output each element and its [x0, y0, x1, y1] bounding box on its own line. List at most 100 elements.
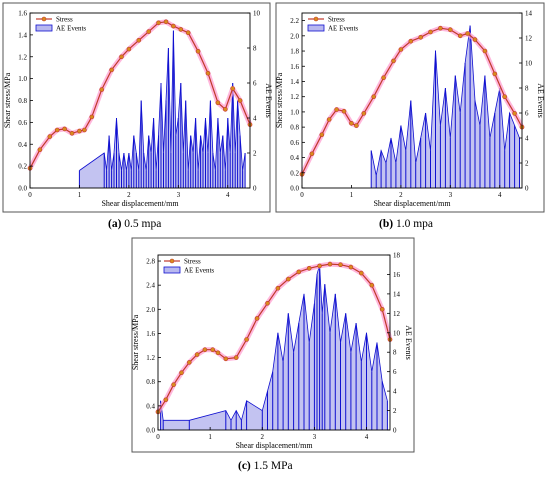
- caption-b-letter: (b): [379, 218, 394, 230]
- stress-point: [171, 23, 176, 29]
- stress-point: [296, 269, 302, 275]
- legend-ae-swatch: [35, 24, 53, 32]
- stress-point: [398, 47, 404, 52]
- plot-area-border: [157, 254, 391, 431]
- stress-point: [223, 107, 228, 112]
- y-left-tick-label: 0.6: [18, 119, 27, 127]
- stress-point: [457, 33, 463, 39]
- y-left-tick-label: 1.2: [18, 53, 27, 61]
- y-left-tick-label: 0.2: [18, 163, 27, 171]
- legend-ae-label: AE Events: [56, 25, 86, 33]
- y-left-tick-label: 2.4: [146, 282, 155, 290]
- x-tick-label: 4: [226, 191, 230, 199]
- x-tick-label: 1: [208, 433, 212, 441]
- x-tick-label: 1: [78, 191, 82, 199]
- stress-point: [354, 123, 359, 128]
- stress-point: [512, 111, 517, 116]
- stress-point: [37, 147, 43, 152]
- stress-point: [319, 132, 325, 137]
- stress-point: [327, 261, 333, 267]
- y-left-tick-label: 1.4: [290, 78, 299, 86]
- stress-point: [230, 86, 235, 91]
- stress-point: [179, 370, 184, 376]
- y-right-tick-label: 10: [525, 60, 533, 68]
- stress-point: [77, 128, 82, 134]
- stress-point: [379, 306, 385, 312]
- stress-point: [418, 34, 424, 40]
- chart-b: 0 1 2 3 40.00.20.40.60.81.01.21.41.61.82.02.…: [275, 2, 545, 213]
- legend-stress-marker: [313, 16, 319, 22]
- stress-point: [254, 316, 260, 321]
- y-left-tick-label: 1.6: [18, 10, 27, 18]
- stress-point: [185, 30, 191, 36]
- ae-events-area: [160, 264, 388, 430]
- legend-ae-swatch: [163, 266, 181, 274]
- stress-point: [205, 70, 211, 76]
- stress-point: [171, 382, 176, 388]
- legend-ae-label: AE Events: [184, 267, 214, 275]
- y-right-tick-label: 10: [253, 10, 261, 18]
- stress-point: [428, 29, 433, 35]
- y-right-tick-label: 6: [525, 110, 529, 118]
- caption-b: (b) 1.0 mpa: [379, 218, 433, 230]
- y-right-axis-label: AE Events: [536, 83, 545, 117]
- y-right-tick-label: 18: [393, 252, 401, 260]
- y-left-tick-label: 0.2: [290, 169, 299, 177]
- legend-stress-label: Stress: [328, 16, 345, 24]
- y-left-tick-label: 2.2: [290, 17, 299, 25]
- legend-ae-swatch: [307, 24, 325, 32]
- stress-point: [146, 29, 151, 34]
- stress-point: [369, 282, 375, 288]
- y-left-tick-label: 0.0: [290, 185, 299, 193]
- stress-point: [361, 111, 367, 116]
- y-left-tick-label: 0.4: [18, 141, 27, 149]
- stress-point: [492, 71, 498, 77]
- stress-point: [195, 48, 201, 54]
- y-left-tick-label: 1.4: [18, 31, 27, 39]
- stress-point: [215, 100, 221, 105]
- stress-point: [348, 264, 354, 270]
- stress-point: [381, 75, 386, 80]
- y-right-tick-label: 14: [525, 10, 533, 18]
- y-right-tick-label: 10: [393, 329, 401, 337]
- stress-point: [244, 337, 249, 342]
- stress-point: [210, 347, 215, 353]
- y-left-tick-label: 2.0: [146, 306, 155, 314]
- stress-point: [338, 262, 343, 268]
- y-right-tick-label: 6: [253, 80, 257, 88]
- y-right-tick-label: 0: [525, 185, 529, 193]
- y-right-tick-label: 8: [393, 349, 397, 357]
- x-tick-label: 2: [399, 191, 403, 199]
- y-left-axis-label: Shear stress/MPa: [275, 72, 284, 128]
- plot-area-border: [301, 12, 523, 189]
- ae-events-line: [370, 25, 520, 176]
- ae-events-line: [79, 30, 246, 171]
- y-right-axis-label: AE Events: [264, 83, 273, 117]
- stress-point: [156, 20, 161, 26]
- y-right-tick-label: 4: [253, 115, 257, 123]
- x-tick-label: 3: [177, 191, 181, 199]
- x-tick-label: 4: [365, 433, 369, 441]
- stress-point: [194, 352, 200, 357]
- stress-point: [349, 121, 354, 126]
- stress-point: [223, 356, 229, 362]
- stress-point: [119, 54, 124, 60]
- stress-point: [358, 270, 364, 276]
- stress-point: [237, 98, 243, 103]
- stress-point: [306, 265, 312, 271]
- legend-stress-marker: [169, 258, 175, 264]
- stress-point: [109, 67, 114, 73]
- stress-point: [285, 276, 291, 282]
- x-tick-label: 4: [498, 191, 502, 199]
- y-left-tick-label: 0.8: [146, 378, 155, 386]
- stress-point: [408, 38, 414, 44]
- stress-point: [187, 360, 192, 365]
- y-left-tick-label: 1.6: [290, 63, 299, 71]
- y-left-tick-label: 1.2: [146, 354, 155, 362]
- stress-point: [472, 37, 478, 42]
- stress-point: [371, 94, 377, 99]
- x-axis-label: Shear displacement/mm: [373, 199, 451, 208]
- chart-c: 0 1 2 3 40.00.40.81.21.62.02.42.802468101214…: [131, 237, 415, 453]
- y-right-axis-label: AE Events: [404, 325, 413, 359]
- y-left-axis-label: Shear stress/MPa: [3, 72, 12, 128]
